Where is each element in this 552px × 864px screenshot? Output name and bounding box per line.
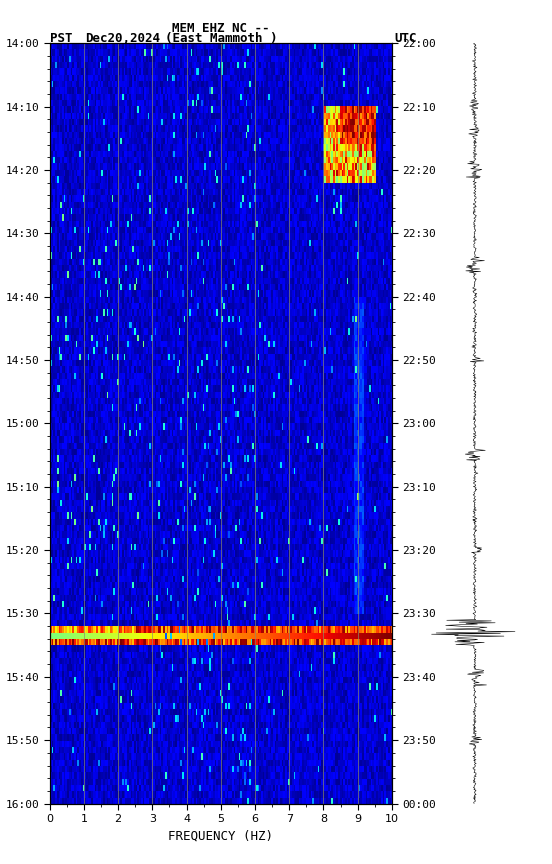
Text: Dec20,2024: Dec20,2024 [86,32,161,45]
Text: UTC: UTC [395,32,417,45]
Text: MEM EHZ NC --: MEM EHZ NC -- [172,22,269,35]
Text: PST: PST [50,32,72,45]
X-axis label: FREQUENCY (HZ): FREQUENCY (HZ) [168,829,273,842]
Text: (East Mammoth ): (East Mammoth ) [164,32,277,45]
